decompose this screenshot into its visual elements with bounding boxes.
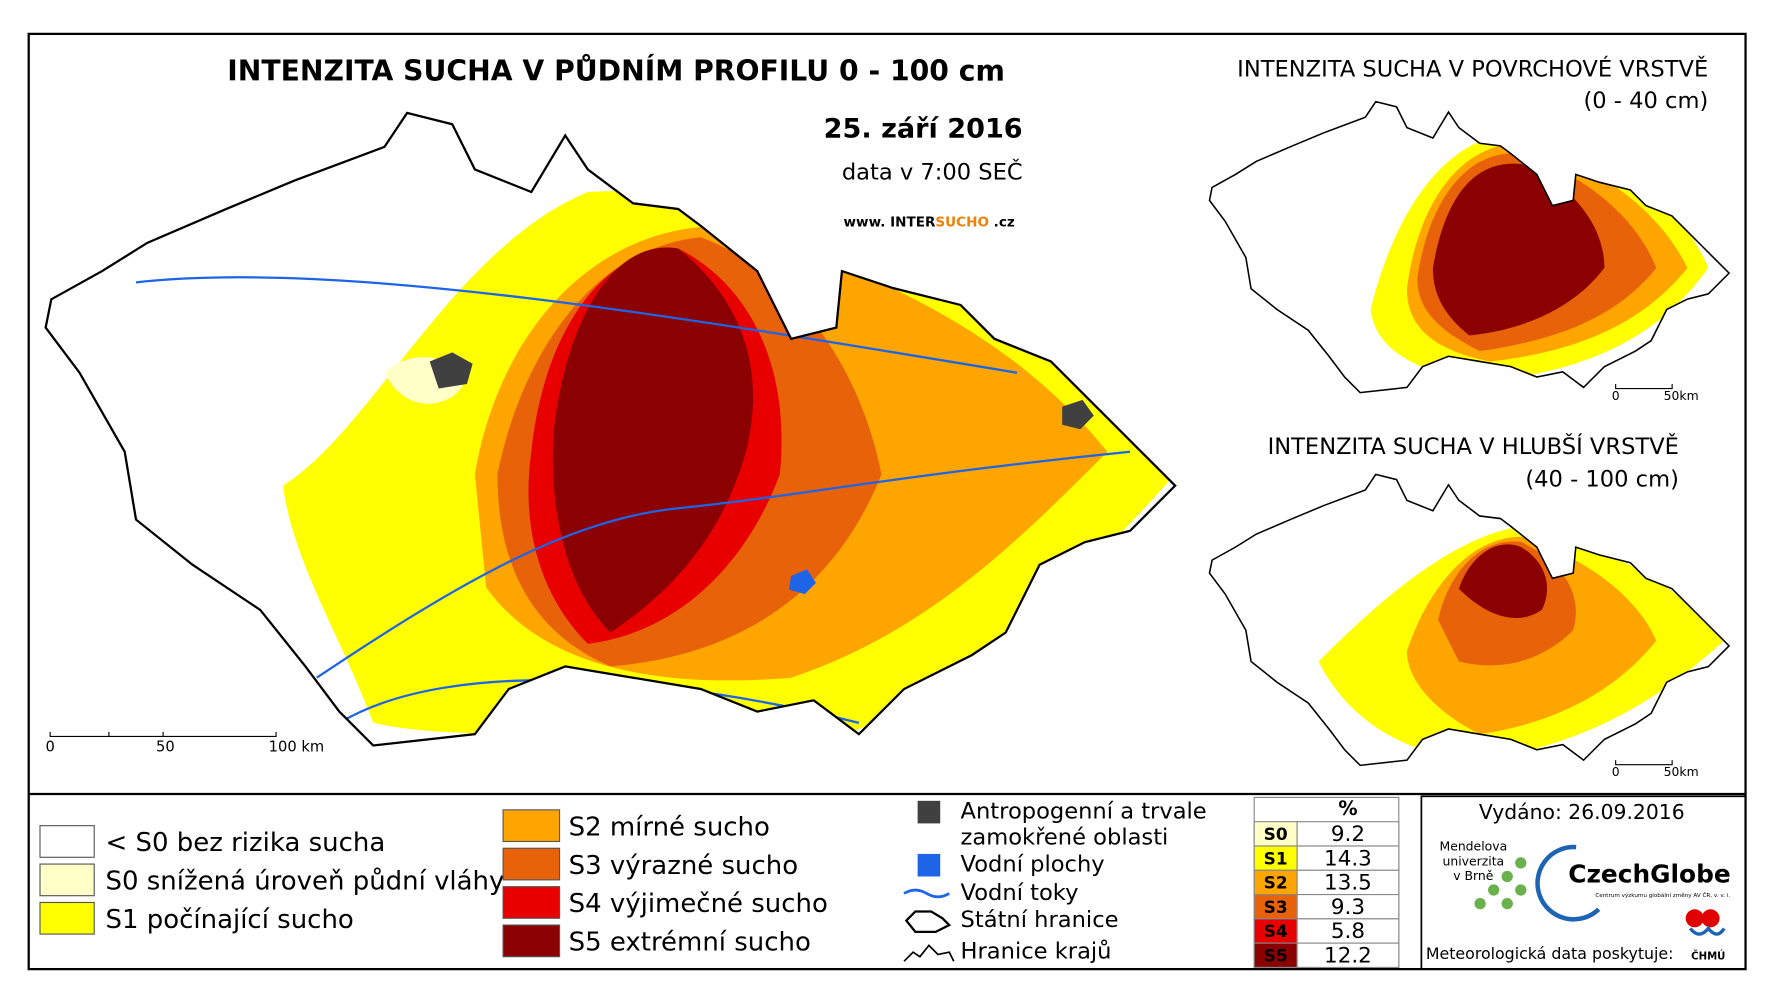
mendel-text: v Brně xyxy=(1453,868,1493,883)
class-label: S0 xyxy=(1264,824,1288,844)
website-prefix: www. INTER xyxy=(844,215,936,231)
feature-symbol xyxy=(903,888,950,899)
scale-label: 50 xyxy=(156,739,175,756)
feature-label: Antropogenní a trvale xyxy=(961,799,1207,825)
class-label: S2 xyxy=(1264,873,1288,893)
website[interactable]: www. INTERSUCHO .cz xyxy=(844,215,1015,231)
stats-table: % S0 9.2 S1 14.3 S2 13.5 S3 9.3 S4 5.8 S5 12.2 xyxy=(1253,796,1400,968)
class-label: S4 xyxy=(1264,921,1288,941)
inset-depth: (0 - 40 cm) xyxy=(1583,88,1708,114)
class-cell xyxy=(1253,821,1298,847)
legend-label: S0 snížená úroveň půdní vláhy xyxy=(106,867,505,897)
legend-label: S2 mírné sucho xyxy=(569,812,770,842)
feature-label: Hranice krajů xyxy=(961,938,1112,965)
legend-swatch xyxy=(502,886,561,919)
class-label: S5 xyxy=(1264,945,1288,965)
scale-bar xyxy=(49,731,277,738)
legend-swatch xyxy=(39,825,95,858)
main-title: INTENZITA SUCHA V PŮDNÍM PROFILU 0 - 100… xyxy=(227,53,1005,87)
scale-bar xyxy=(1615,760,1673,766)
czechglobe-subtitle: Centrum výzkumu globální změny AV ČR, v.… xyxy=(1595,892,1730,899)
class-cell xyxy=(1253,869,1298,896)
inset-map-bottom xyxy=(1208,473,1730,767)
legend-swatch xyxy=(39,863,95,897)
value-cell xyxy=(1296,942,1400,968)
legend-swatch xyxy=(39,901,95,935)
data-provider: Meteorologická data poskytuje: xyxy=(1426,944,1674,963)
website-suffix: .cz xyxy=(989,215,1015,231)
scale-bar xyxy=(1615,384,1673,390)
inset-depth: (40 - 100 cm) xyxy=(1525,467,1679,493)
percent-value: 12.2 xyxy=(1324,943,1372,968)
table-header: % xyxy=(1338,797,1357,820)
legend-label: S4 výjimečné sucho xyxy=(569,889,828,919)
scale-label: 0 xyxy=(1612,764,1620,779)
class-label: S3 xyxy=(1264,897,1288,917)
legend-label: < S0 bez rizika sucha xyxy=(106,828,386,858)
feature-label: zamokřené oblasti xyxy=(961,825,1169,851)
legend: < S0 bez rizika sucha S0 snížená úroveň p… xyxy=(39,799,1207,965)
percent-value: 14.3 xyxy=(1324,846,1372,871)
value-cell xyxy=(1296,894,1400,920)
percent-value: 9.3 xyxy=(1331,895,1365,920)
inset-title: INTENZITA SUCHA V HLUBŠÍ VRSTVĚ xyxy=(1268,432,1679,460)
mendel-text: univerzita xyxy=(1442,853,1504,868)
main-map xyxy=(44,111,1177,747)
chmu-logo xyxy=(1685,909,1726,936)
scale-label: 0 xyxy=(1612,388,1620,403)
scale-label: 50km xyxy=(1664,388,1699,403)
scale-label: 0 xyxy=(45,739,54,756)
date: 25. září 2016 xyxy=(824,113,1023,144)
feature-symbol xyxy=(917,853,941,877)
class-cell xyxy=(1253,845,1298,871)
feature-symbol xyxy=(904,910,952,933)
value-cell xyxy=(1296,869,1400,896)
info-box xyxy=(1420,795,1747,970)
inset-title: INTENZITA SUCHA V POVRCHOVÉ VRSTVĚ xyxy=(1237,55,1708,83)
legend-label: S1 počínající sucho xyxy=(106,905,354,935)
legend-swatch xyxy=(502,924,561,958)
inset-map-top xyxy=(1208,100,1730,394)
value-cell xyxy=(1296,918,1400,944)
website-highlight: SUCHO xyxy=(935,215,989,231)
feature-symbol xyxy=(903,944,955,962)
percent-value: 13.5 xyxy=(1324,871,1372,896)
chmu-text: ČHMÚ xyxy=(1691,950,1725,963)
value-cell xyxy=(1296,821,1400,847)
feature-label: Vodní plochy xyxy=(961,852,1105,878)
feature-label: Státní hranice xyxy=(961,907,1119,933)
legend-label: S5 extrémní sucho xyxy=(569,928,811,958)
legend-swatch xyxy=(502,809,561,843)
class-cell xyxy=(1253,894,1298,920)
issued-date: Vydáno: 26.09.2016 xyxy=(1479,800,1685,824)
class-label: S1 xyxy=(1264,848,1288,868)
scale-label: 50km xyxy=(1664,764,1699,779)
czechglobe-arc xyxy=(1535,844,1601,922)
percent-value: 9.2 xyxy=(1331,822,1365,847)
czechglobe-logo: CzechGlobe xyxy=(1568,859,1730,888)
mendel-text: Mendelova xyxy=(1439,839,1507,854)
mendel-logo xyxy=(1474,857,1527,910)
feature-symbol xyxy=(917,800,941,824)
legend-swatch xyxy=(502,847,561,881)
legend-label: S3 výrazné sucho xyxy=(569,851,799,881)
percent-value: 5.8 xyxy=(1331,919,1365,944)
feature-label: Vodní toky xyxy=(961,880,1079,906)
data-time: data v 7:00 SEČ xyxy=(842,157,1023,185)
scale-label: 100 km xyxy=(269,739,324,756)
